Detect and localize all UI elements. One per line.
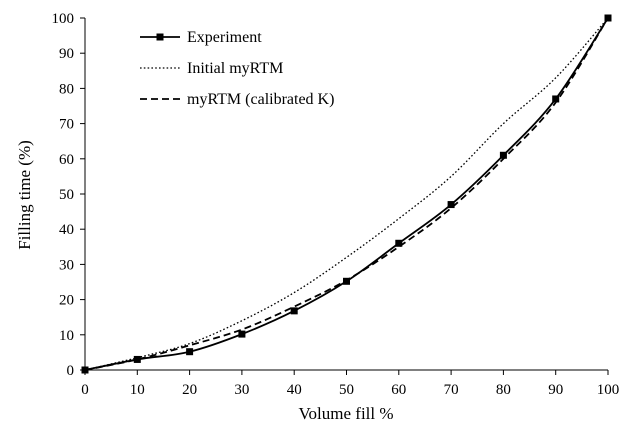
data-point-marker bbox=[186, 348, 194, 356]
y-tick-label: 90 bbox=[59, 46, 74, 62]
y-tick-label: 30 bbox=[59, 257, 74, 273]
legend-label-2: Initial myRTM bbox=[187, 60, 283, 77]
y-tick-label: 70 bbox=[59, 117, 74, 133]
data-point-marker bbox=[395, 239, 403, 247]
y-tick-label: 0 bbox=[67, 363, 75, 379]
tick-labels: 0 10 20 30 40 50 60 70 80 90 100 0 10 20 30 40 50 60 70 80 9… bbox=[52, 11, 620, 398]
data-point-marker bbox=[552, 95, 560, 103]
legend-label-1: Experiment bbox=[187, 29, 262, 46]
x-tick-label: 20 bbox=[182, 382, 197, 398]
x-tick-label: 30 bbox=[234, 382, 249, 398]
y-tick-label: 60 bbox=[59, 152, 74, 168]
x-axis-title: Volume fill % bbox=[298, 404, 393, 423]
x-tick-label: 0 bbox=[81, 382, 89, 398]
series-line-3 bbox=[84, 17, 609, 371]
plot-area bbox=[81, 14, 612, 374]
data-point-marker bbox=[238, 330, 246, 338]
legend-marker bbox=[156, 33, 164, 41]
series-line-1 bbox=[84, 17, 609, 371]
data-point-marker bbox=[290, 307, 298, 315]
y-tick-label: 40 bbox=[59, 222, 74, 238]
y-axis-title: Filling time (%) bbox=[15, 140, 34, 250]
x-tick-label: 100 bbox=[597, 382, 620, 398]
legend-label-3: myRTM (calibrated K) bbox=[187, 91, 334, 108]
x-tick-label: 40 bbox=[287, 382, 302, 398]
x-tick-label: 60 bbox=[391, 382, 406, 398]
y-tick-label: 50 bbox=[59, 187, 74, 203]
data-point-marker bbox=[499, 151, 507, 159]
y-tick-label: 100 bbox=[52, 11, 75, 27]
x-tick-label: 50 bbox=[339, 382, 354, 398]
x-tick-label: 10 bbox=[130, 382, 145, 398]
legend: Experiment Initial myRTM myRTM (calibrated… bbox=[140, 29, 334, 108]
axes bbox=[80, 17, 609, 375]
data-point-marker bbox=[133, 355, 141, 363]
y-tick-label: 80 bbox=[59, 81, 74, 97]
x-tick-label: 80 bbox=[496, 382, 511, 398]
x-tick-label: 90 bbox=[548, 382, 563, 398]
data-point-marker bbox=[447, 201, 455, 209]
data-point-marker bbox=[343, 277, 350, 285]
y-tick-label: 10 bbox=[59, 328, 74, 344]
series-line-2 bbox=[84, 17, 609, 371]
x-tick-label: 70 bbox=[444, 382, 459, 398]
y-tick-label: 20 bbox=[59, 293, 74, 309]
